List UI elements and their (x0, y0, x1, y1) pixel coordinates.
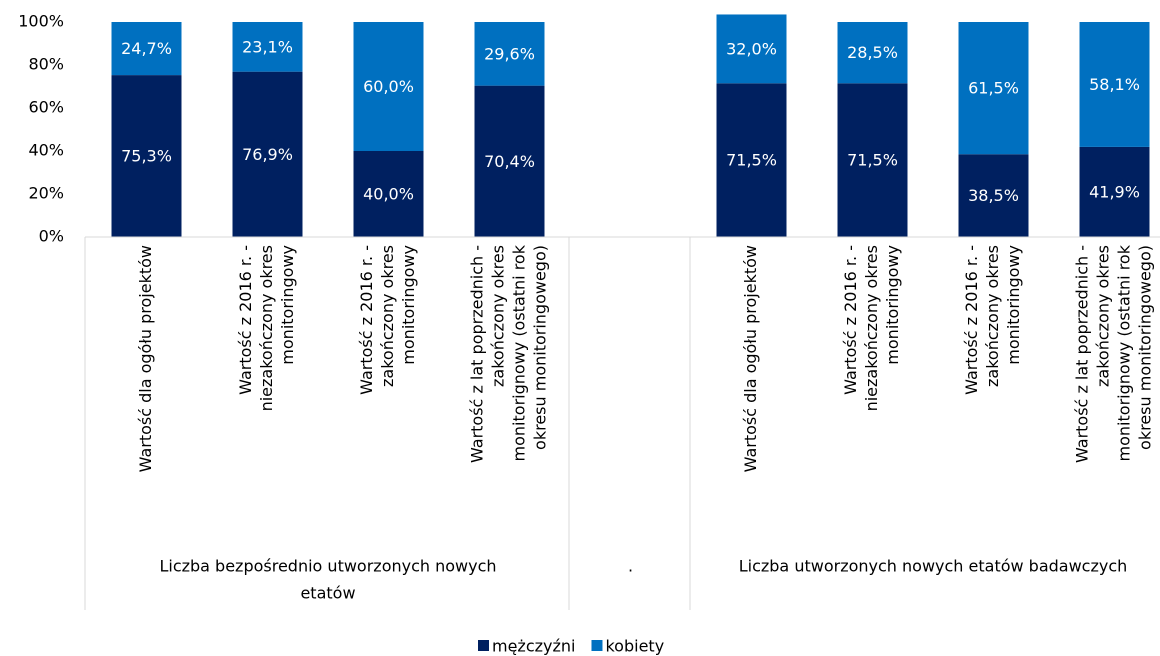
x-tick-label: okresu monitoringowego) (1136, 245, 1155, 450)
x-tick-label: zakończony okres (983, 245, 1002, 387)
y-tick-label: 80% (28, 55, 64, 74)
x-tick-label: Wartość z 2016 r. - (841, 245, 860, 395)
y-tick-label: 0% (39, 227, 64, 246)
bar-segment (474, 85, 545, 237)
group-label: Liczba utworzonych nowych etatów badawcz… (739, 557, 1128, 576)
bar-segment (111, 22, 182, 76)
y-tick-label: 20% (28, 184, 64, 203)
bar-segment (1079, 22, 1150, 147)
bar-segment (232, 71, 303, 237)
data-label: 38,5% (968, 186, 1019, 205)
legend-swatch (478, 640, 489, 651)
x-tick-label: monitorignowy (ostatni rok (1115, 244, 1134, 461)
legend-label: mężczyźni (492, 637, 575, 656)
bar-segment (958, 154, 1029, 237)
bar-segment (232, 22, 303, 72)
data-label: 58,1% (1089, 75, 1140, 94)
legend-swatch (591, 640, 603, 651)
bar-segment (111, 75, 182, 237)
data-label: 71,5% (847, 151, 898, 170)
x-tick-label: Wartość z 2016 r. - (357, 245, 376, 395)
data-label: 71,5% (726, 151, 777, 170)
bar-segment (837, 22, 908, 84)
x-tick-label: zakończony okres (378, 245, 397, 387)
data-label: 41,9% (1089, 182, 1140, 201)
x-tick-label: zakończony okres (1094, 245, 1113, 387)
x-tick-label: Wartość z lat poprzednich - (1073, 245, 1092, 463)
x-tick-label: niezakończony okres (862, 245, 881, 411)
bar-segment (474, 22, 545, 86)
x-tick-label: zakończony okres (489, 245, 508, 387)
x-tick-label: Wartość z 2016 r. - (236, 245, 255, 395)
legend-label: kobiety (605, 637, 664, 656)
data-label: 75,3% (121, 147, 172, 166)
x-tick-label: Wartość z 2016 r. - (962, 245, 981, 395)
x-tick-label: Wartość dla ogółu projektów (136, 245, 155, 472)
x-tick-label: Wartość dla ogółu projektów (741, 245, 760, 472)
data-label: 23,1% (242, 37, 293, 56)
x-tick-label: Wartość z lat poprzednich - (468, 245, 487, 463)
x-tick-label: niezakończony okres (257, 245, 276, 411)
x-tick-label: monitoringowy (1004, 245, 1023, 365)
x-tick-label: okresu monitoringowego) (531, 245, 550, 450)
data-label: 70,4% (484, 152, 535, 171)
x-tick-label: monitorignowy (ostatni rok (510, 244, 529, 461)
y-tick-label: 100% (18, 12, 64, 31)
bar-segment (716, 83, 787, 238)
data-label: 28,5% (847, 43, 898, 62)
data-label: 32,0% (726, 39, 777, 58)
data-label: 40,0% (363, 185, 414, 204)
group-label: etatów (300, 584, 355, 603)
y-tick-label: 40% (28, 141, 64, 160)
data-label: 61,5% (968, 79, 1019, 98)
bar-segment (1079, 146, 1150, 237)
bar-segment (837, 83, 908, 238)
data-label: 76,9% (242, 145, 293, 164)
data-label: 60,0% (363, 77, 414, 96)
y-tick-label: 60% (28, 98, 64, 117)
x-tick-label: monitoringowy (278, 245, 297, 365)
bar-segment (716, 14, 787, 84)
data-label: 29,6% (484, 44, 535, 63)
bar-segment (958, 22, 1029, 155)
x-tick-label: monitoringowy (883, 245, 902, 365)
bar-segment (353, 22, 424, 151)
x-tick-label: monitoringowy (399, 245, 418, 365)
group-label: . (628, 557, 633, 576)
bar-segment (353, 151, 424, 237)
data-label: 24,7% (121, 39, 172, 58)
group-label: Liczba bezpośrednio utworzonych nowych (159, 557, 496, 576)
